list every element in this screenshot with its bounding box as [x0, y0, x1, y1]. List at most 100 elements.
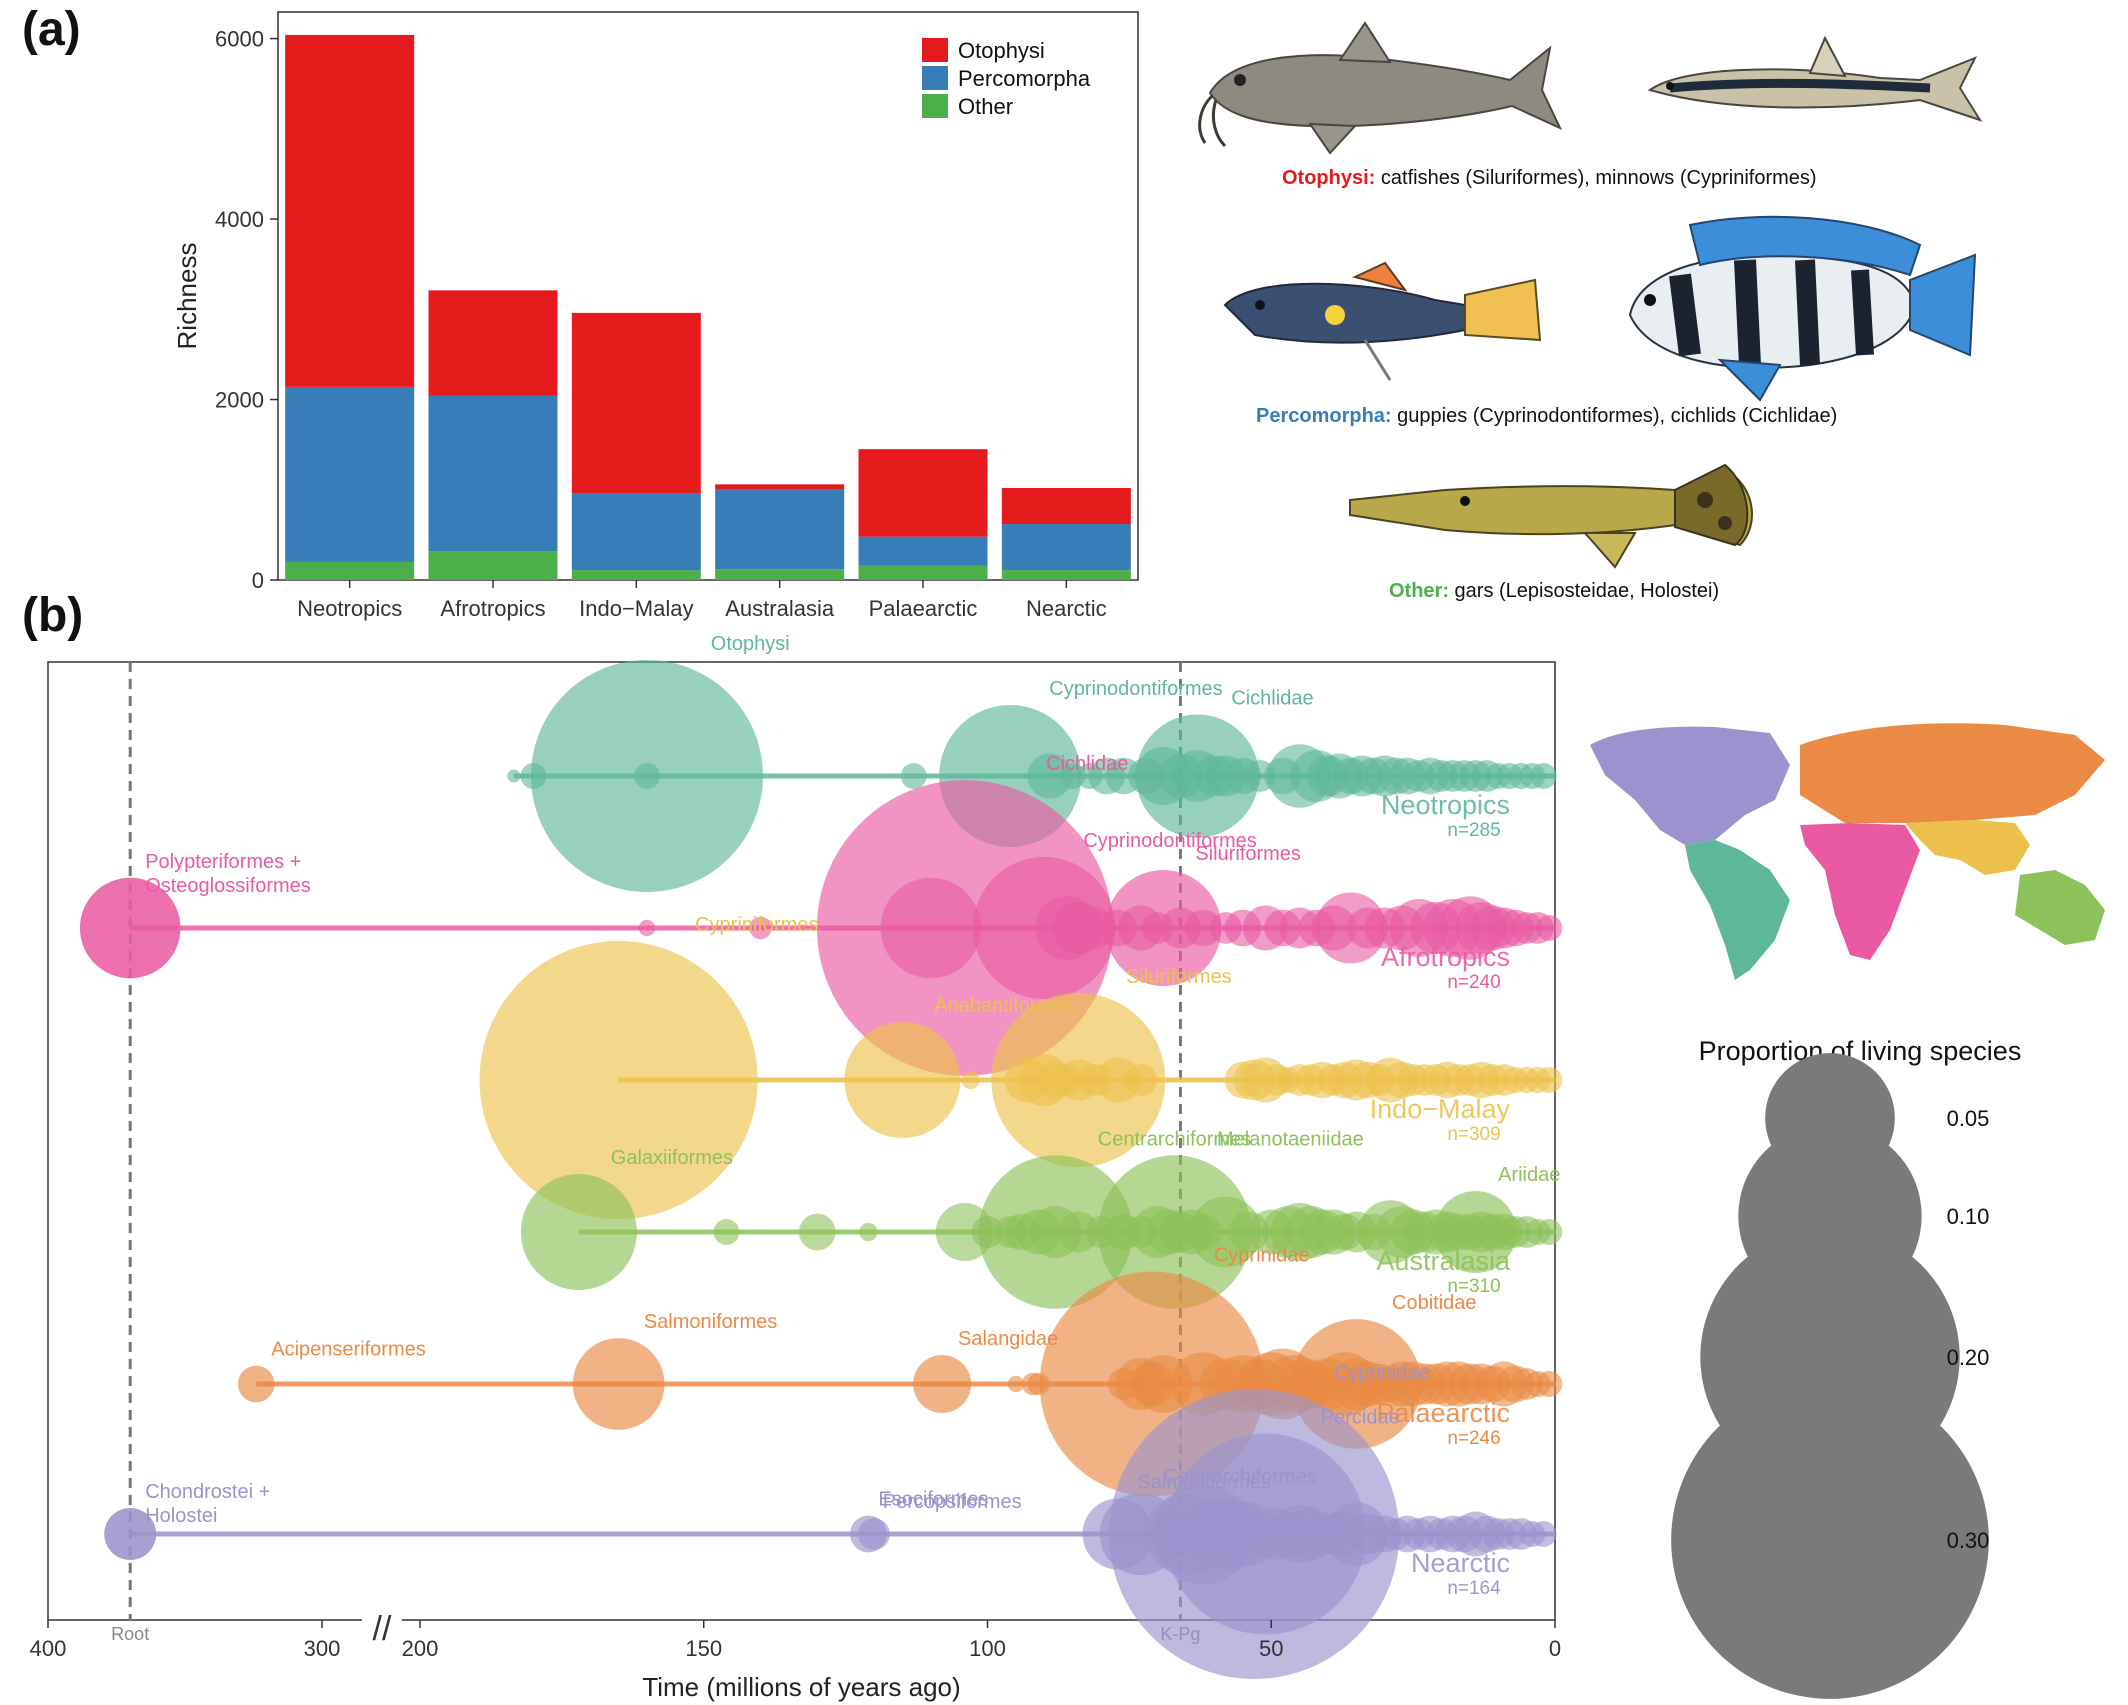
clade-label: Cyprinidae	[1214, 1245, 1310, 1267]
x-tick-label: Neotropics	[297, 596, 402, 621]
region-n-label: n=310	[1447, 1276, 1500, 1297]
x-tick-label: 0	[1549, 1636, 1561, 1661]
clade-label: Centrarchiformes	[1098, 1128, 1251, 1150]
lineage-bubble	[749, 916, 772, 940]
x-axis-title: Time (millions of years ago)	[642, 1672, 960, 1702]
axis-break-marker: //	[373, 1610, 392, 1648]
bar-segment-otophysi	[1001, 487, 1131, 525]
clade-label: Centrarchiformes	[1163, 1466, 1316, 1488]
bar-segment-other	[715, 569, 845, 580]
map-region-afrotropics	[1800, 823, 1920, 960]
y-tick-label: 2000	[215, 388, 264, 413]
x-tick-label: 100	[969, 1636, 1006, 1661]
clade-label: Cichlidae	[1046, 753, 1128, 775]
bar-segment-other	[285, 561, 415, 580]
bar-segment-otophysi	[428, 290, 558, 396]
bar-segment-other	[858, 565, 988, 580]
clade-label: Acipenseriformes	[271, 1339, 426, 1361]
clade-label: Chondrostei +	[145, 1481, 270, 1503]
timeline-row-indomalay: Cypriniformes Anabantiformes Siluriformes I…	[479, 914, 1563, 1220]
x-tick-label: Afrotropics	[440, 596, 545, 621]
timeline-row-afrotropics: Polypteriformes +Osteoglossiformes Cichli…	[79, 753, 1563, 1076]
clade-bubble	[913, 1355, 972, 1413]
lineage-bubble	[634, 763, 660, 789]
otophysi-caption-text: catfishes (Siluriformes), minnows (Cypri…	[1375, 167, 1817, 189]
catfish-illustration	[1198, 21, 1563, 155]
map-region-nearctic	[1590, 726, 1790, 845]
clade-label: Esociformes	[878, 1489, 988, 1511]
lineage-bubble	[1095, 1057, 1141, 1103]
y-tick-label: 0	[252, 568, 264, 593]
lineage-bubble	[1027, 753, 1073, 799]
x-tick-label: Indo−Malay	[579, 596, 693, 621]
bar-segment-other	[428, 551, 558, 580]
clade-bubble	[1082, 1498, 1154, 1570]
lineage-bubble	[1536, 1219, 1563, 1245]
clade-bubble	[572, 1338, 665, 1430]
clade-label: Salangidae	[958, 1328, 1058, 1350]
x-tick-label: 400	[30, 1636, 67, 1661]
clade-label: Holostei	[145, 1505, 217, 1527]
lineage-bubble	[520, 763, 547, 789]
clade-bubble	[479, 940, 758, 1220]
lineage-bubble	[638, 919, 656, 937]
size-legend-label: 0.30	[1947, 1528, 1990, 1553]
otophysi-caption: Otophysi: catfishes (Siluriformes), minn…	[1282, 167, 1817, 190]
gar-illustration	[1349, 463, 1753, 569]
clade-bubble	[858, 1518, 890, 1550]
bar-segment-percomorpha	[428, 395, 558, 552]
bar-plot-frame	[277, 11, 1139, 581]
region-n-label: n=246	[1447, 1428, 1500, 1449]
lineage-bubble	[1057, 1211, 1099, 1253]
region-label: Indo−Malay	[1370, 1094, 1511, 1124]
region-label: Nearctic	[1411, 1548, 1510, 1578]
legend-label-percomorpha: Percomorpha	[958, 66, 1091, 91]
bar-segment-otophysi	[285, 34, 415, 387]
cichlid-illustration	[1628, 215, 1977, 402]
region-n-label: n=240	[1447, 972, 1500, 993]
bar-segment-percomorpha	[285, 386, 415, 562]
region-n-label: n=285	[1447, 820, 1500, 841]
lineage-bubble	[1007, 1375, 1025, 1393]
panel-a-label: (a)	[22, 3, 81, 56]
bar-segment-percomorpha	[858, 536, 988, 566]
timeline-row-nearctic: Chondrostei +Holostei PercopsiformesEsoci…	[104, 1362, 1557, 1679]
otophysi-caption-label: Otophysi:	[1282, 167, 1376, 189]
size-legend-label: 0.20	[1947, 1345, 1990, 1370]
region-n-label: n=164	[1447, 1578, 1501, 1599]
lineage-bubble	[1536, 1067, 1563, 1093]
clade-label: Siluriformes	[1195, 843, 1301, 865]
bar-segment-otophysi	[715, 484, 845, 490]
lineage-bubble	[1184, 909, 1222, 947]
y-tick-label: 4000	[215, 207, 264, 232]
clade-label: Siluriformes	[1126, 966, 1232, 988]
clade-label: Galaxiiformes	[611, 1147, 733, 1169]
legend-swatch-percomorpha	[922, 66, 948, 90]
x-tick-label: 200	[402, 1636, 439, 1661]
size-legend-circle	[1671, 1381, 1989, 1699]
clade-label: Cyprinodontiformes	[1083, 830, 1256, 852]
clade-label: Cichlidae	[1231, 687, 1313, 709]
lineage-bubble	[1530, 1521, 1557, 1547]
clade-bubble	[79, 877, 181, 979]
other-caption-text: gars (Lepisosteidae, Holostei)	[1449, 580, 1720, 602]
clade-label: Ariidae	[1498, 1164, 1560, 1186]
lineage-bubble	[880, 877, 981, 979]
clade-label: Otophysi	[711, 633, 790, 655]
percomorpha-caption: Percomorpha: guppies (Cyprinodontiformes…	[1256, 405, 1837, 428]
lineage-bubble	[1124, 1064, 1157, 1096]
bar-segment-otophysi	[571, 312, 701, 494]
lineage-bubble	[859, 1222, 878, 1242]
x-tick-label: 50	[1259, 1636, 1283, 1661]
biogeographic-realm-map	[1590, 723, 2105, 980]
region-label: Australasia	[1376, 1246, 1511, 1276]
clade-label: Melanotaeniidae	[1217, 1128, 1364, 1150]
bar-segment-other	[1001, 570, 1131, 580]
lineage-bubble	[713, 1219, 740, 1245]
lineage-bubble	[1530, 763, 1557, 789]
lineage-bubble	[507, 769, 521, 783]
region-label: Neotropics	[1381, 790, 1510, 820]
y-tick-label: 6000	[215, 27, 264, 52]
bar-segment-percomorpha	[1001, 524, 1131, 571]
